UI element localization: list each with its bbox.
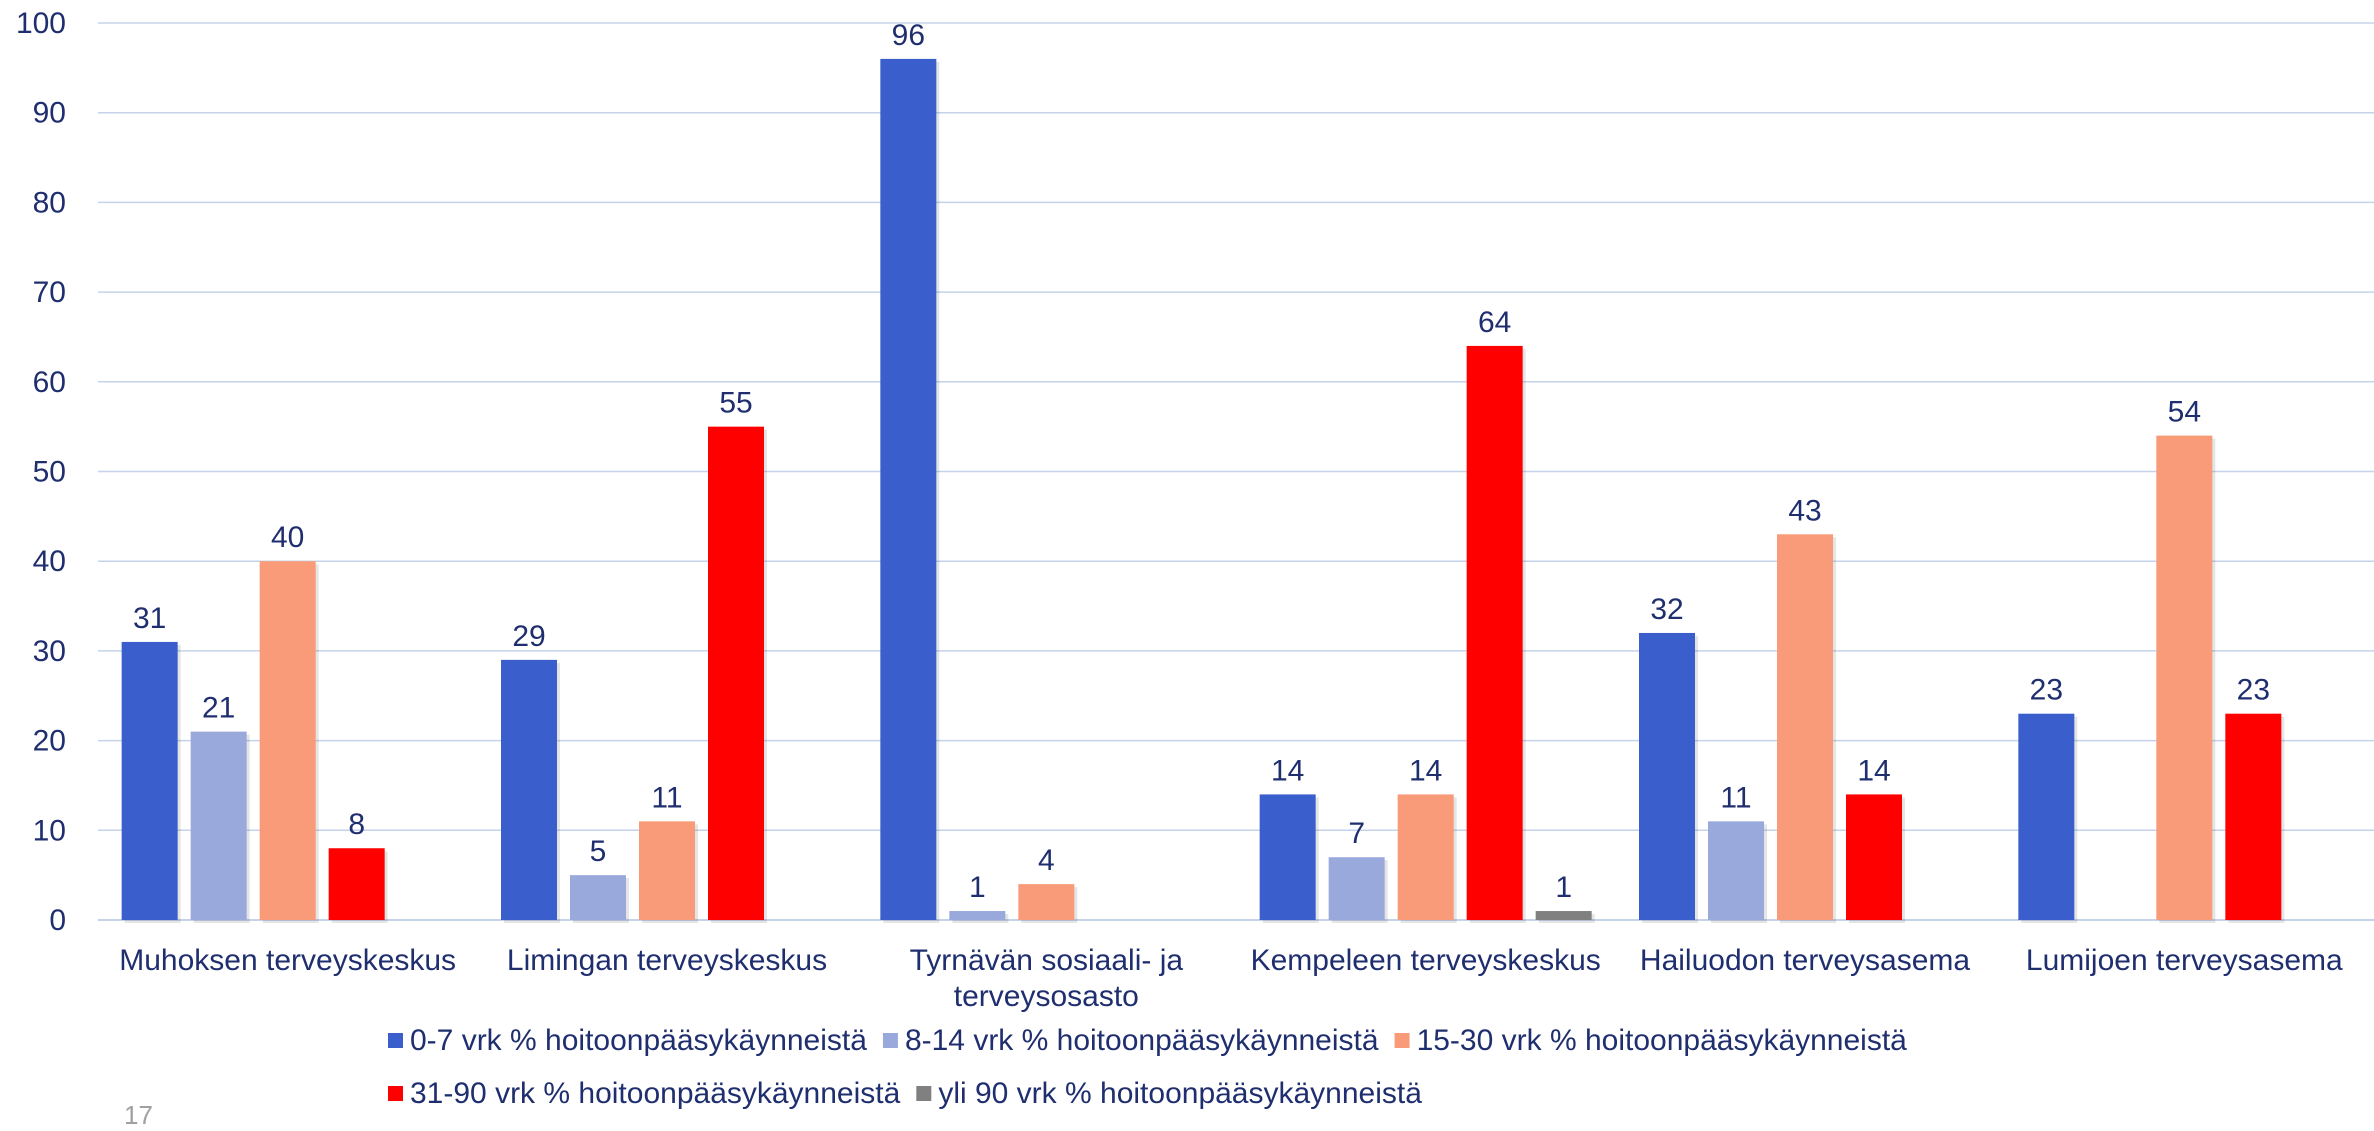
data-label: 14: [1857, 754, 1890, 787]
data-label: 7: [1348, 817, 1365, 850]
legend-swatch: [916, 1086, 932, 1101]
bar: [1639, 632, 1695, 920]
bar: [2225, 713, 2282, 920]
data-label: 21: [202, 692, 235, 725]
gridlines: [98, 22, 2374, 921]
y-tick-label: 90: [33, 97, 66, 130]
bar: [1777, 534, 1833, 920]
data-label: 1: [969, 871, 986, 904]
data-label: 96: [892, 19, 925, 52]
legend-label: 15-30 vrk % hoitoonpääsykäynneistä: [1417, 1024, 1908, 1057]
data-label: 8: [348, 808, 365, 841]
data-label: 43: [1788, 494, 1821, 527]
bars: 31 29 96 14 32 23 21 5 1 7 11 40 11 4 14 43 54 8 55 64 14 23 1: [121, 19, 2285, 923]
bar: [1466, 345, 1523, 920]
bar: [1535, 911, 1592, 920]
data-label: 11: [1720, 781, 1751, 814]
data-label: 23: [2030, 674, 2063, 707]
x-category-label: terveysosasto: [954, 980, 1139, 1013]
data-label: 4: [1038, 844, 1055, 877]
legend-swatch: [388, 1086, 403, 1101]
y-tick-label: 0: [49, 904, 66, 937]
bar: [190, 731, 247, 920]
data-label: 5: [590, 835, 607, 868]
bar: [259, 561, 316, 920]
y-tick-label: 80: [33, 186, 66, 219]
data-label: 32: [1650, 593, 1683, 626]
x-category-label: Kempeleen terveyskeskus: [1251, 944, 1601, 977]
y-tick-label: 10: [33, 814, 66, 847]
y-tick-label: 100: [16, 7, 66, 40]
data-label: 54: [2168, 396, 2201, 429]
legend: 0-7 vrk % hoitoonpääsykäynneistä 8-14 vrk…: [388, 1024, 1907, 1110]
data-label: 1: [1555, 871, 1572, 904]
bar: [570, 875, 626, 920]
bar: [1708, 821, 1764, 920]
bar: [2156, 435, 2213, 920]
y-tick-label: 30: [33, 635, 66, 668]
bar: [708, 426, 764, 920]
y-tick-label: 70: [33, 276, 66, 309]
bar: [1397, 794, 1454, 920]
y-tick-label: 60: [33, 366, 66, 399]
x-category-label: Limingan terveyskeskus: [507, 944, 827, 977]
bar: [121, 641, 178, 920]
x-category-label: Lumijoen terveysasema: [2026, 944, 2343, 977]
bar: [328, 848, 385, 920]
legend-swatch: [1394, 1033, 1410, 1048]
bar: [1259, 794, 1316, 920]
bar: [639, 821, 695, 920]
data-label: 14: [1409, 754, 1442, 787]
legend-label: 8-14 vrk % hoitoonpääsykäynneistä: [905, 1024, 1379, 1057]
bar: [880, 58, 937, 920]
bar: [949, 911, 1006, 920]
x-axis: Muhoksen terveyskeskus Limingan terveyske…: [119, 944, 2343, 1013]
bar: [2018, 713, 2075, 920]
data-label: 11: [651, 781, 682, 814]
data-label: 55: [719, 387, 752, 420]
y-tick-label: 20: [33, 725, 66, 758]
legend-label: 31-90 vrk % hoitoonpääsykäynneistä: [410, 1077, 901, 1110]
legend-swatch: [882, 1033, 898, 1048]
y-axis: 0 10 20 30 40 50 60 70 80 90 100: [16, 7, 66, 937]
data-label: 40: [271, 521, 304, 554]
y-tick-label: 50: [33, 456, 66, 489]
page-number: 17: [124, 1100, 153, 1130]
data-label: 64: [1478, 306, 1511, 339]
bar: [1328, 857, 1385, 920]
data-label: 14: [1271, 754, 1304, 787]
data-label: 29: [512, 620, 545, 653]
legend-label: 0-7 vrk % hoitoonpääsykäynneistä: [410, 1024, 867, 1057]
legend-label: yli 90 vrk % hoitoonpääsykäynneistä: [938, 1077, 1422, 1110]
x-category-label: Muhoksen terveyskeskus: [119, 944, 456, 977]
bar: [501, 659, 557, 920]
x-category-label: Tyrnävän sosiaali- ja: [910, 944, 1184, 977]
y-tick-label: 40: [33, 545, 66, 578]
data-label: 31: [133, 602, 166, 635]
bar: [1846, 794, 1902, 920]
data-label: 23: [2237, 674, 2270, 707]
legend-swatch: [388, 1033, 403, 1048]
x-category-label: Hailuodon terveysasema: [1640, 944, 1970, 977]
bar: [1018, 884, 1075, 920]
